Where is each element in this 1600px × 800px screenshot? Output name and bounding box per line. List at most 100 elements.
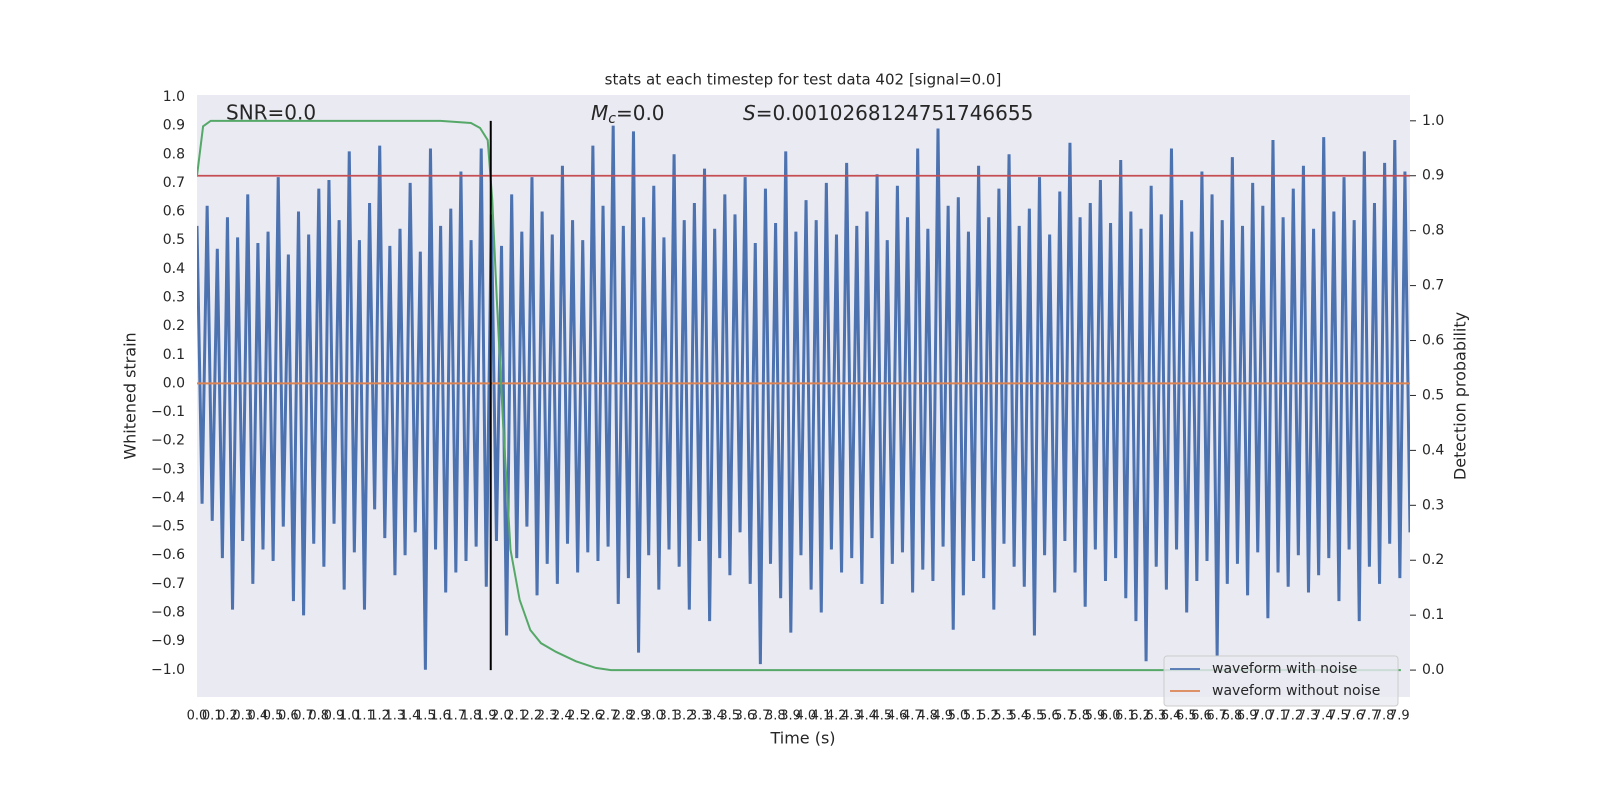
x-tick-label: 1.0: [339, 709, 360, 724]
x-tick-label: 3.6: [735, 709, 756, 724]
y2-tick-label: 0.2: [1422, 552, 1444, 568]
y2-tick-label: 0.3: [1422, 497, 1444, 513]
y-tick-label: 0.9: [163, 118, 185, 134]
y-tick-label: −1.0: [151, 662, 185, 678]
y-tick-label: −0.7: [151, 576, 185, 592]
x-tick-label: 7.7: [1359, 709, 1380, 724]
x-tick-label: 6.7: [1206, 709, 1227, 724]
y-tick-label: −0.6: [151, 547, 185, 563]
y-tick-label: 0.3: [163, 289, 185, 305]
annotation: Mc=0.0: [591, 101, 665, 128]
x-tick-label: 2.0: [491, 709, 512, 724]
x-tick-label: 3.5: [719, 709, 740, 724]
x-tick-label: 7.3: [1298, 709, 1319, 724]
y-tick-label: −0.1: [151, 404, 185, 420]
x-tick-label: 0.9: [324, 709, 345, 724]
y2-tick-label: 0.9: [1422, 168, 1444, 184]
x-tick-label: 6.3: [1145, 709, 1166, 724]
x-tick-label: 4.0: [795, 709, 816, 724]
y-tick-label: −0.2: [151, 433, 185, 449]
legend-label: waveform with noise: [1212, 661, 1357, 677]
x-tick-label: 3.0: [643, 709, 664, 724]
x-tick-label: 2.7: [598, 709, 619, 724]
marks: [197, 125, 1410, 670]
x-tick-label: 0.4: [248, 709, 269, 724]
x-tick-label: 7.6: [1343, 709, 1364, 724]
x-tick-label: 6.5: [1176, 709, 1197, 724]
annotation: S=0.0010268124751746655: [743, 101, 1033, 125]
annotation-subscript: c: [608, 111, 616, 127]
x-tick-label: 1.9: [476, 709, 497, 724]
x-tick-label: 4.8: [917, 709, 938, 724]
x-tick-label: 2.9: [628, 709, 649, 724]
x-tick-label: 3.2: [674, 709, 695, 724]
chart-title: stats at each timestep for test data 402…: [605, 71, 1002, 89]
y-tick-label: 0.5: [163, 232, 185, 248]
legend: waveform with noise waveform without nois…: [1163, 655, 1399, 707]
x-tick-label: 3.1: [658, 709, 679, 724]
x-tick-label: 7.0: [1252, 709, 1273, 724]
x-tick-label: 3.4: [704, 709, 725, 724]
x-tick-label: 4.6: [887, 709, 908, 724]
y2-tick-label: 0.1: [1422, 607, 1444, 623]
y2-tick-label: 0.0: [1422, 662, 1444, 678]
x-tick-label: 6.8: [1222, 709, 1243, 724]
x-tick-label: 5.6: [1039, 709, 1060, 724]
x-tick-label: 7.1: [1267, 709, 1288, 724]
x-tick-label: 4.5: [872, 709, 893, 724]
x-tick-label: 0.5: [263, 709, 284, 724]
x-tick-label: 2.4: [552, 709, 573, 724]
y2-tick-label: 1.0: [1422, 113, 1444, 129]
y-tick-label: −0.8: [151, 605, 185, 621]
x-tick-label: 0.7: [293, 709, 314, 724]
x-tick-label: 2.6: [582, 709, 603, 724]
y2-axis-label: Detection probability: [1451, 312, 1470, 480]
annotation-symbol: S: [743, 101, 756, 125]
legend-label: waveform without noise: [1212, 683, 1380, 699]
x-tick-label: 0.8: [308, 709, 329, 724]
x-tick-label: 7.5: [1328, 709, 1349, 724]
labels: stats at each timestep for test data 402…: [121, 71, 1470, 748]
x-tick-label: 0.6: [278, 709, 299, 724]
y2-tick-label: 0.4: [1422, 442, 1444, 458]
series-line: [197, 125, 1410, 670]
y2-tick-label: 0.6: [1422, 333, 1444, 349]
y-tick-label: 1.0: [163, 89, 185, 105]
y-tick-label: 0.8: [163, 146, 185, 162]
y2-tick-label: 0.5: [1422, 387, 1444, 403]
legend-box: [1163, 655, 1399, 707]
y-tick-label: 0.4: [163, 261, 185, 277]
y-axis-label: Whitened strain: [121, 332, 140, 459]
x-tick-label: 0.1: [202, 709, 223, 724]
x-tick-label: 5.7: [1054, 709, 1075, 724]
x-tick-label: 5.5: [1024, 709, 1045, 724]
y2-tick-label: 0.7: [1422, 278, 1444, 294]
x-tick-label: 0.3: [232, 709, 253, 724]
x-tick-label: 7.2: [1282, 709, 1303, 724]
x-tick-label: 6.9: [1237, 709, 1258, 724]
y-tick-label: 0.1: [163, 347, 185, 363]
x-axis-label: Time (s): [769, 729, 835, 748]
x-tick-label: 0.2: [217, 709, 238, 724]
x-tick-label: 2.5: [567, 709, 588, 724]
x-tick-label: 2.1: [506, 709, 527, 724]
x-tick-label: 2.2: [521, 709, 542, 724]
y-tick-label: −0.3: [151, 461, 185, 477]
x-tick-label: 4.9: [932, 709, 953, 724]
x-tick-label: 2.8: [613, 709, 634, 724]
x-tick-label: 1.2: [369, 709, 390, 724]
x-tick-label: 6.2: [1130, 709, 1151, 724]
annotation-text: =0.0: [616, 101, 665, 125]
x-tick-label: 5.4: [1009, 709, 1030, 724]
x-tick-label: 5.0: [948, 709, 969, 724]
y-tick-label: 0.0: [163, 375, 185, 391]
x-tick-label: 4.2: [826, 709, 847, 724]
annotation: SNR=0.0: [226, 101, 316, 125]
x-tick-label: 0.0: [187, 709, 208, 724]
x-tick-label: 4.4: [856, 709, 877, 724]
x-tick-label: 6.6: [1191, 709, 1212, 724]
x-tick-label: 5.9: [1085, 709, 1106, 724]
x-tick-label: 2.3: [537, 709, 558, 724]
y2-tick-label: 0.8: [1422, 223, 1444, 239]
